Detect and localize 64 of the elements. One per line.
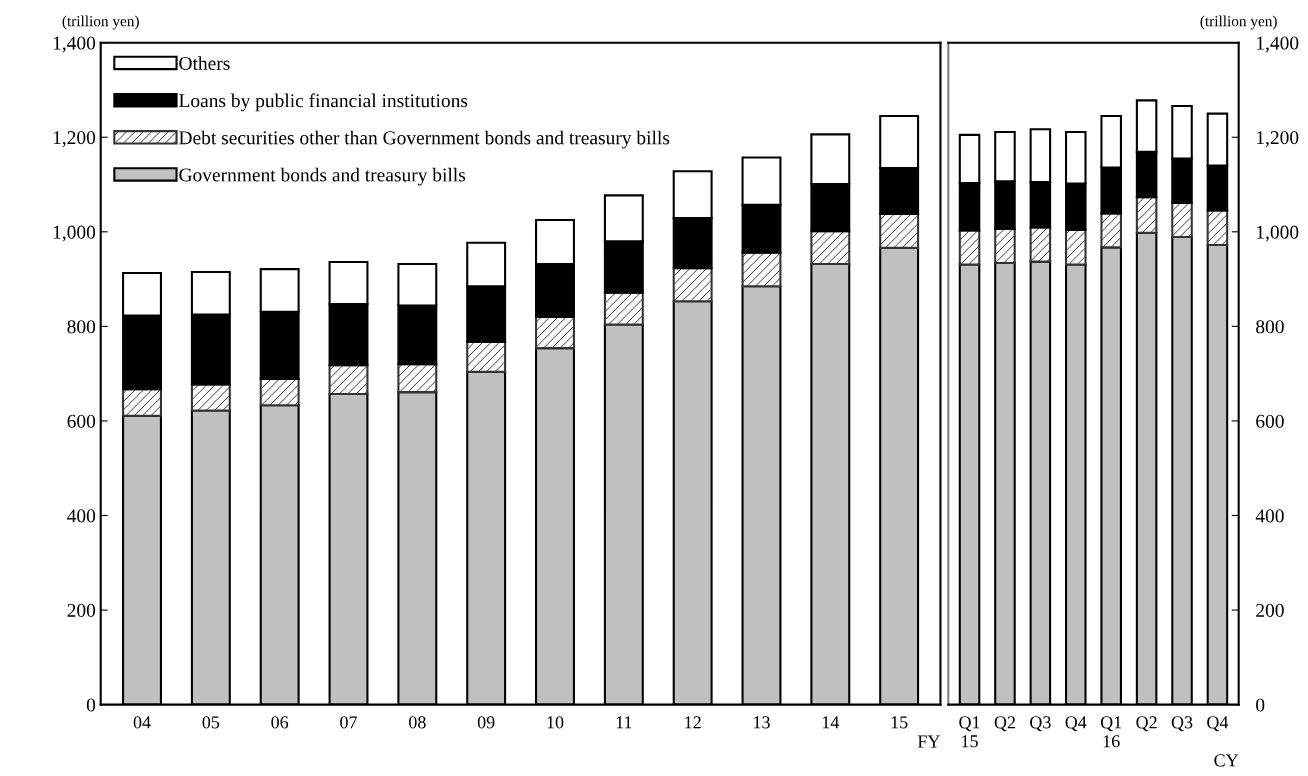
y-axis-title: (trillion yen) <box>62 15 139 30</box>
bar <box>672 267 713 303</box>
y-tick-label: 0 <box>86 698 96 712</box>
y-tick-label: 0 <box>1256 698 1265 712</box>
bar <box>1135 196 1158 234</box>
y-tick-label: 1,400 <box>53 36 96 53</box>
bar <box>741 251 782 288</box>
bar <box>603 291 644 326</box>
bar <box>122 388 162 417</box>
y-tick-label: 800 <box>1256 320 1284 334</box>
x-tick-label: 14 <box>822 716 840 729</box>
bar <box>994 227 1016 265</box>
bar <box>466 340 507 373</box>
y-axis-title: (trillion yen) <box>1200 15 1277 30</box>
x-tick-label: Q3 <box>1030 716 1051 732</box>
x-tick-label: 09 <box>477 716 495 729</box>
bar <box>259 377 300 407</box>
x-tick-label: 05 <box>202 716 220 729</box>
bar <box>810 230 851 265</box>
legend-label: Government bonds and treasury bills <box>179 167 466 186</box>
y-tick-label: 1,000 <box>1257 225 1299 242</box>
legend-label: Debt securities other than Government bonds and treasury bills <box>179 130 670 149</box>
y-tick-label: 200 <box>1256 603 1284 617</box>
x-tick-label: Q4 <box>1065 716 1087 732</box>
bar <box>1065 228 1087 266</box>
y-tick-label: 200 <box>67 603 96 617</box>
bar <box>1171 201 1193 239</box>
x-tick-label: 08 <box>409 716 426 729</box>
y-tick-label: 800 <box>67 320 96 334</box>
x-tick-label: 06 <box>271 716 289 729</box>
x-tick-label: Q2 <box>994 716 1015 732</box>
bar <box>190 383 231 412</box>
bar <box>1100 212 1122 249</box>
bar <box>879 212 920 249</box>
y-tick-label: 600 <box>67 414 96 428</box>
x-tick-label: 12 <box>685 716 701 729</box>
x-tick-label: Q3 <box>1171 716 1193 732</box>
bar <box>535 315 575 350</box>
x-tick-label: 07 <box>340 716 358 729</box>
x-tick-label: Q1 16 <box>1100 716 1122 748</box>
x-tick-label: Q1 15 <box>959 716 980 748</box>
x-tick-label: 10 <box>547 716 564 729</box>
y-tick-label: 400 <box>67 509 96 523</box>
y-tick-label: 1,000 <box>53 225 96 242</box>
x-tick-label: Q2 <box>1136 716 1157 732</box>
y-tick-label: 400 <box>1255 509 1284 523</box>
bar <box>1029 226 1052 263</box>
x-tick-label: 04 <box>133 716 151 729</box>
x-tick-label: 15 <box>891 716 908 729</box>
x-tick-label: 11 <box>616 716 632 729</box>
bar <box>397 363 438 394</box>
bar <box>1206 209 1229 247</box>
x-tick-label: 13 <box>754 716 770 729</box>
y-tick-label: 600 <box>1256 414 1284 428</box>
y-tick-label: 1,200 <box>1257 131 1299 147</box>
bar <box>328 364 369 396</box>
bar <box>958 229 981 266</box>
x-axis-title: FY <box>917 735 940 748</box>
legend-label: Loans by public financial institutions <box>179 93 468 112</box>
legend-label: Others <box>179 56 230 70</box>
y-tick-label: 1,200 <box>53 131 96 147</box>
y-tick-label: 1,400 <box>1257 36 1299 53</box>
x-axis-title: CY <box>1214 754 1239 767</box>
x-tick-label: Q4 <box>1207 716 1229 732</box>
